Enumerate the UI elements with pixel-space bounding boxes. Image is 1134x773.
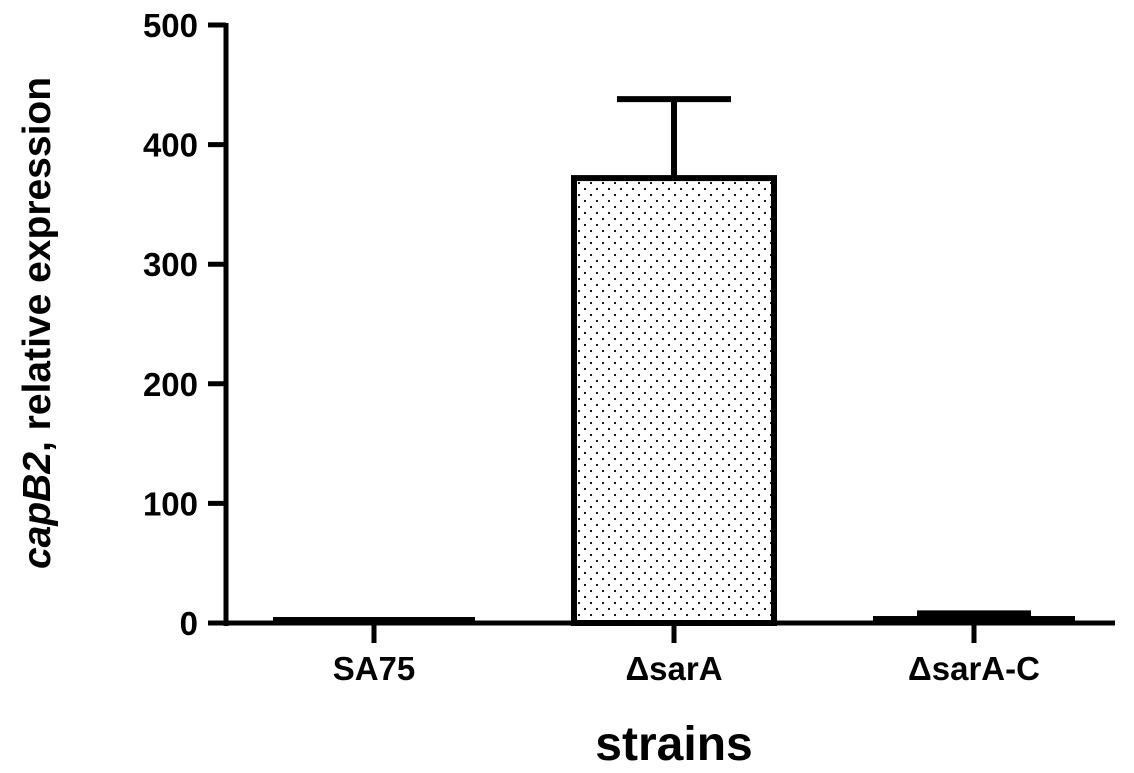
x-tick-label-3: ΔsarA-C <box>908 650 1040 687</box>
x-tick-label-1: SA75 <box>333 650 416 687</box>
y-axis-title-rest: , relative expression <box>16 77 59 452</box>
x-tick-label-2: ΔsarA <box>625 650 722 687</box>
y-tick-label-100: 100 <box>143 485 198 522</box>
bars-layer <box>273 96 1075 626</box>
y-tick-label-300: 300 <box>143 246 198 283</box>
x-axis-title: strains <box>595 718 752 771</box>
y-tick-label-500: 500 <box>143 7 198 44</box>
y-axis-title: capB2, relative expression <box>16 77 59 569</box>
axes-layer: 0 100 200 300 400 500 SA75 ΔsarA ΔsarA-C <box>143 7 1115 687</box>
bar-2 <box>571 175 777 626</box>
y-tick-label-0: 0 <box>180 605 198 642</box>
y-tick-label-400: 400 <box>143 127 198 164</box>
y-tick-label-200: 200 <box>143 366 198 403</box>
y-axis-title-gene: capB2 <box>16 452 59 569</box>
